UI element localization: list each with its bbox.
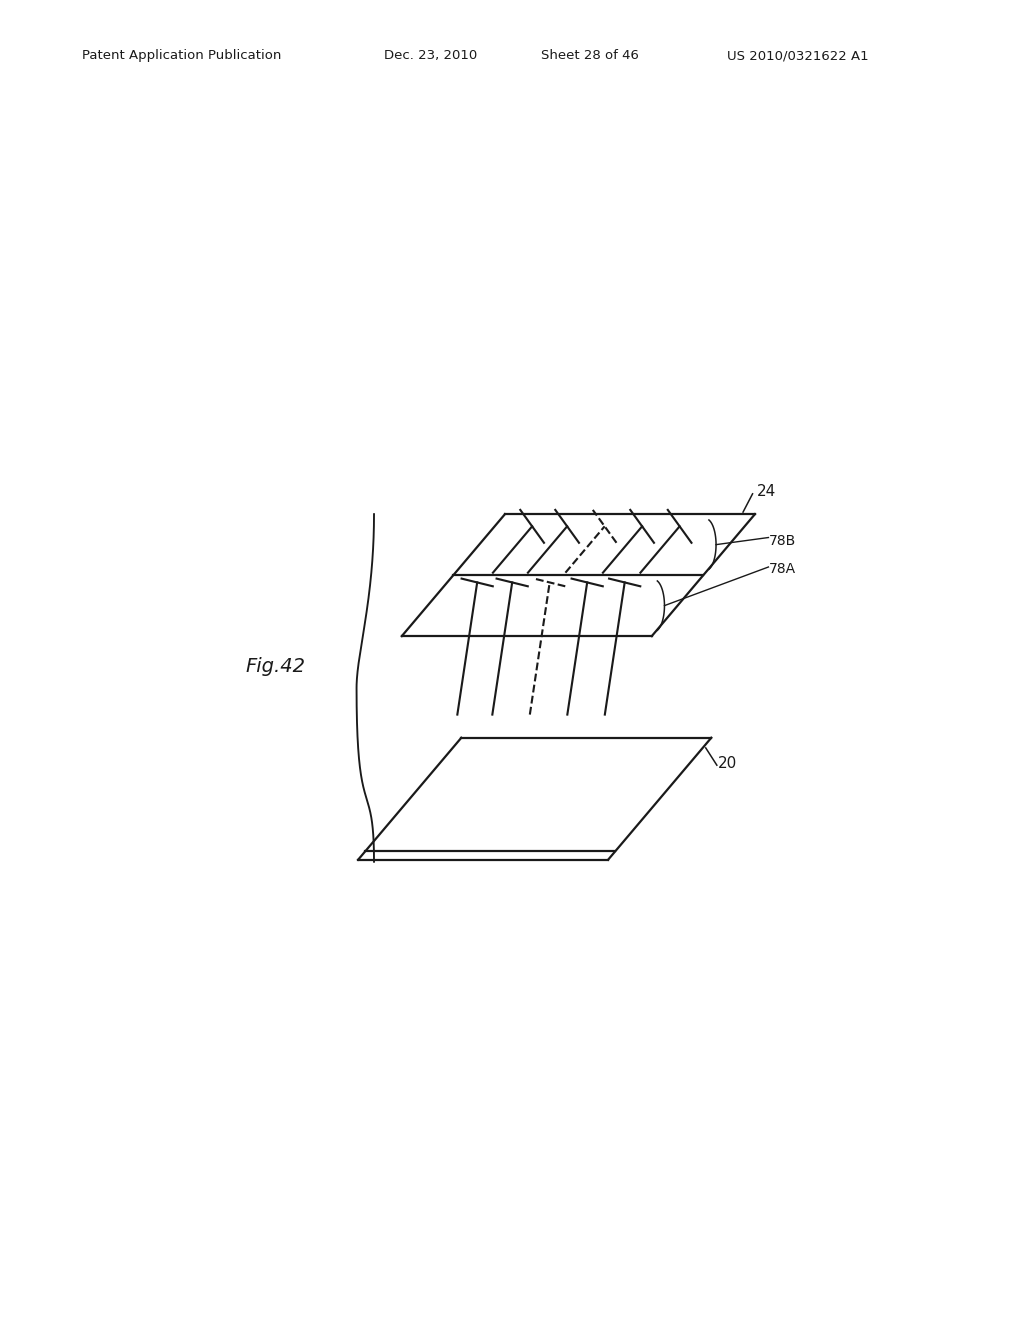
Text: 20: 20: [718, 756, 737, 771]
Text: 78A: 78A: [768, 562, 796, 576]
Text: Fig.42: Fig.42: [246, 657, 305, 676]
Text: 24: 24: [758, 484, 776, 499]
Text: Sheet 28 of 46: Sheet 28 of 46: [541, 49, 639, 62]
Text: Dec. 23, 2010: Dec. 23, 2010: [384, 49, 477, 62]
Text: US 2010/0321622 A1: US 2010/0321622 A1: [727, 49, 868, 62]
Text: 78B: 78B: [768, 533, 796, 548]
Text: Patent Application Publication: Patent Application Publication: [82, 49, 282, 62]
